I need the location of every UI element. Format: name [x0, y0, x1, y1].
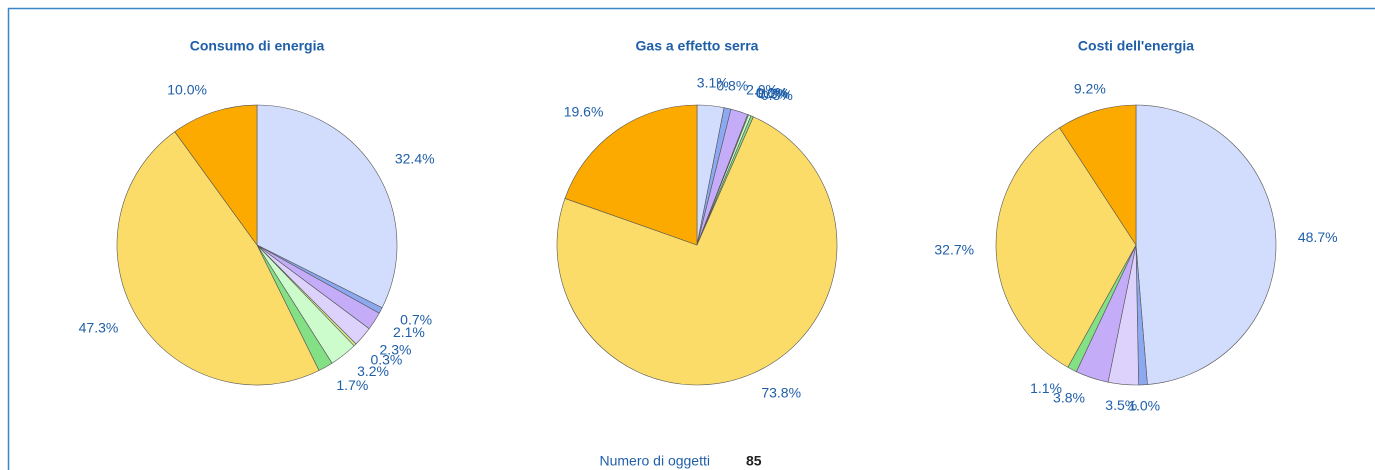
pie-slice — [174, 104, 258, 246]
slice-label: 19.6% — [564, 103, 604, 119]
pie-slice — [256, 104, 398, 309]
slice-label: 0.0% — [756, 85, 788, 101]
slice-label: 3.2% — [357, 363, 389, 379]
slice-label: 0.7% — [400, 312, 432, 328]
pie-slice — [995, 127, 1137, 368]
slice-label: 32.4% — [395, 151, 435, 167]
pie-slice — [116, 131, 320, 386]
pie-slice — [1059, 104, 1137, 247]
chart-title: Costi dell'energia — [1078, 38, 1194, 54]
pie-slice — [556, 116, 838, 386]
frame — [7, 7, 1375, 470]
slice-label: 0.8% — [716, 78, 748, 94]
chart-title: Consumo di energia — [190, 38, 325, 54]
slice-label: 47.3% — [79, 319, 119, 335]
slice-label: 2.0% — [746, 81, 778, 97]
footer-label: Numero di oggetti — [599, 453, 710, 469]
slice-label: 73.8% — [761, 384, 801, 400]
slice-label: 0.1% — [756, 85, 788, 101]
chart-title: Gas a effetto serra — [636, 38, 759, 54]
pie-slice — [1135, 104, 1277, 385]
pie-slice — [564, 104, 698, 246]
slice-label: 2.3% — [380, 342, 412, 358]
slice-label: 1.0% — [1128, 397, 1160, 413]
slice-label: 10.0% — [167, 82, 207, 98]
slice-label: 0.3% — [761, 87, 793, 103]
slice-label: 48.7% — [1298, 229, 1338, 245]
footer-value: 85 — [746, 453, 762, 469]
slice-label: 3.5% — [1105, 397, 1137, 413]
slice-label: 0.3% — [758, 86, 790, 102]
slice-label: 2.1% — [393, 324, 425, 340]
slice-label: 0.3% — [370, 351, 402, 367]
slice-label: 1.1% — [1030, 380, 1062, 396]
slice-label: 3.1% — [697, 74, 729, 90]
slice-label: 3.8% — [1053, 389, 1085, 405]
slice-label: 32.7% — [934, 241, 974, 257]
slice-label: 9.2% — [1074, 80, 1106, 96]
slice-label: 1.7% — [336, 377, 368, 393]
